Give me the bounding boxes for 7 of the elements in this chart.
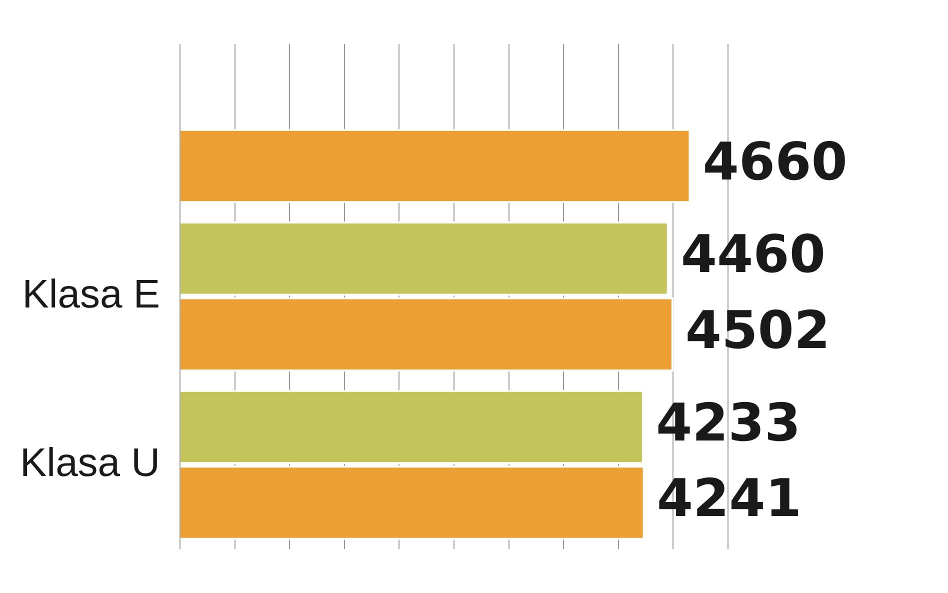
data-label: 4241 (656, 469, 802, 530)
data-label: 4233 (656, 393, 801, 454)
y-tick-label: Klasa U (20, 440, 160, 485)
y-tick-label: Klasa E (22, 272, 160, 317)
data-label: 4460 (680, 225, 826, 286)
data-label: 4660 (702, 132, 848, 193)
data-label: 4502 (685, 300, 830, 361)
